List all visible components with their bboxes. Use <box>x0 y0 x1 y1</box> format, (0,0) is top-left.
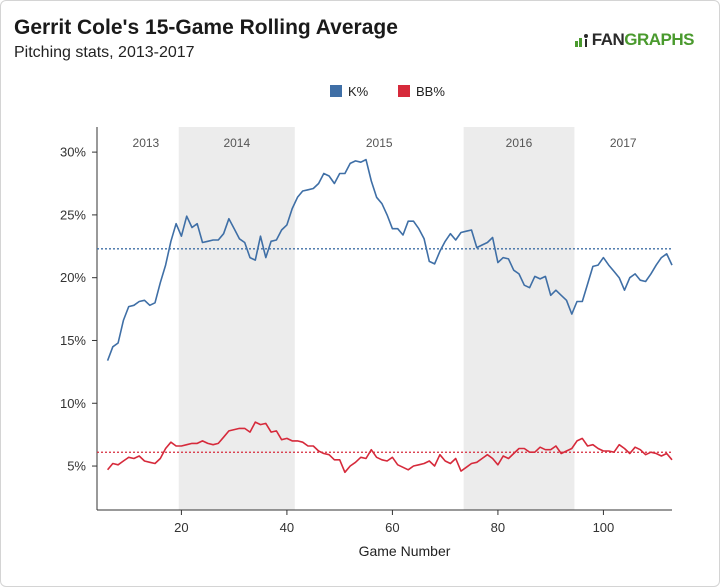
logo-text-graphs: GRAPHS <box>624 30 694 49</box>
chart-subtitle: Pitching stats, 2013-2017 <box>14 44 195 61</box>
series-line-k <box>106 158 673 361</box>
x-tick-label: 20 <box>174 520 188 535</box>
series-lines <box>97 158 673 474</box>
legend-label-bb: BB% <box>416 84 445 99</box>
chart-axes: 5% 10% 15% 20% 25% 30% 20 40 60 80 100 <box>60 127 672 535</box>
y-tick-label: 25% <box>60 207 86 222</box>
x-tick-label: 60 <box>385 520 399 535</box>
chart-title: Gerrit Cole's 15-Game Rolling Average <box>14 16 398 39</box>
chart-legend: K% BB% <box>330 84 445 99</box>
season-label-2014: 2014 <box>223 136 250 150</box>
season-band-2014 <box>178 127 295 510</box>
x-tick-label: 40 <box>280 520 294 535</box>
fangraphs-logo: FAN GRAPHS <box>574 30 694 50</box>
y-tick-label: 15% <box>60 333 86 348</box>
season-label-2013: 2013 <box>133 136 160 150</box>
season-label-2017: 2017 <box>610 136 637 150</box>
x-tick-label: 80 <box>491 520 505 535</box>
y-tick-label: 10% <box>60 396 86 411</box>
logo-text-fan: FAN <box>591 30 625 49</box>
season-label-2016: 2016 <box>506 136 533 150</box>
y-tick-label: 30% <box>60 145 86 160</box>
legend-swatch-bb <box>398 85 410 97</box>
series-line-bb <box>106 421 673 474</box>
y-tick-label: 5% <box>67 459 86 474</box>
fangraphs-logo-icon <box>574 34 588 47</box>
x-axis-label: Game Number <box>359 543 451 559</box>
legend-label-k: K% <box>348 84 369 99</box>
season-label-2015: 2015 <box>366 136 393 150</box>
legend-swatch-k <box>330 85 342 97</box>
x-tick-label: 100 <box>593 520 615 535</box>
y-tick-label: 20% <box>60 270 86 285</box>
